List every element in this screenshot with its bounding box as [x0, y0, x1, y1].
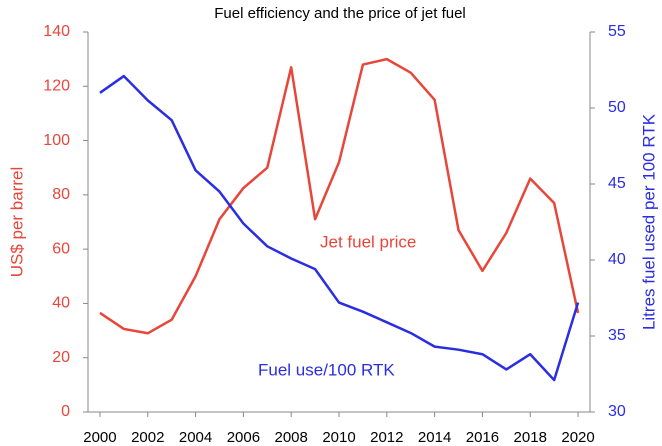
y-axis-label: US$ per barrel: [7, 167, 26, 278]
x-tick-label: 2014: [418, 429, 451, 446]
y2-tick-label: 50: [608, 99, 626, 116]
y-tick-label: 20: [52, 349, 70, 366]
y2-tick-label: 45: [608, 175, 626, 192]
x-tick-label: 2020: [561, 429, 594, 446]
series-annotation: Jet fuel price: [320, 232, 416, 251]
x-tick-label: 2018: [514, 429, 547, 446]
y-tick-label: 0: [61, 403, 70, 420]
y2-tick-label: 30: [608, 403, 626, 420]
y-tick-label: 120: [43, 78, 70, 95]
x-tick-label: 2000: [83, 429, 116, 446]
y-tick-label: 140: [43, 23, 70, 40]
chart-title: Fuel efficiency and the price of jet fue…: [214, 5, 466, 22]
series-annotation: Fuel use/100 RTK: [258, 360, 395, 379]
x-tick-label: 2004: [179, 429, 212, 446]
x-tick-label: 2008: [275, 429, 308, 446]
series-line: [99, 57, 580, 335]
y2-tick-label: 35: [608, 327, 626, 344]
x-tick-label: 2016: [466, 429, 499, 446]
y-tick-label: 80: [52, 186, 70, 203]
y-tick-label: 40: [52, 295, 70, 312]
y-tick-label: 60: [52, 240, 70, 257]
x-tick-label: 2010: [322, 429, 355, 446]
series-line: [99, 74, 580, 382]
x-tick-label: 2012: [370, 429, 403, 446]
x-tick-label: 2006: [227, 429, 260, 446]
y2-tick-label: 40: [608, 251, 626, 268]
y2-axis-label: Litres fuel used per 100 RTK: [639, 113, 658, 330]
y-tick-label: 100: [43, 132, 70, 149]
y2-tick-label: 55: [608, 23, 626, 40]
x-tick-label: 2002: [131, 429, 164, 446]
